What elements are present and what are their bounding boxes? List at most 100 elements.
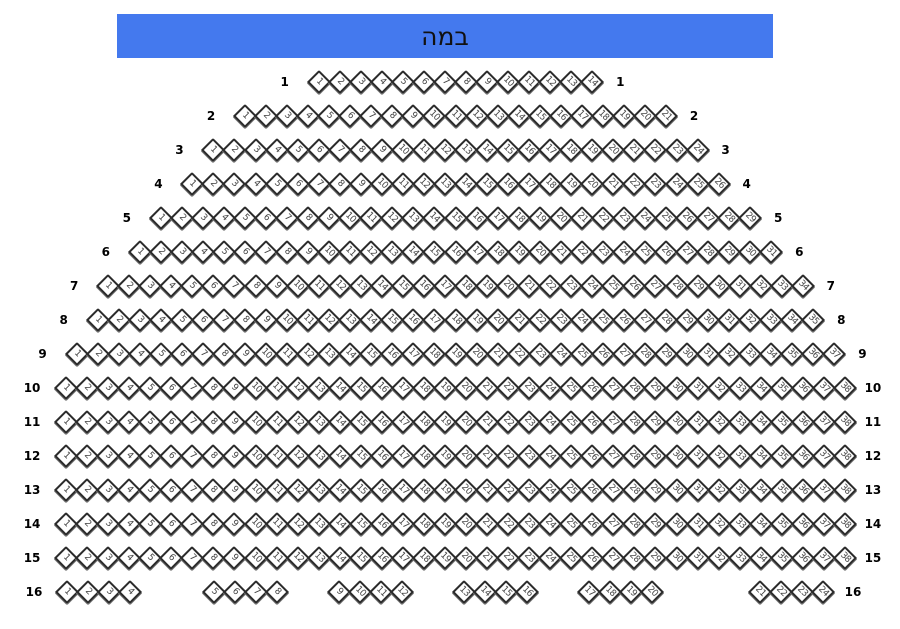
seat[interactable]: 23 [664,137,689,163]
seat[interactable]: 25 [685,171,710,197]
seat[interactable]: 29 [643,443,668,469]
seat[interactable]: 11 [264,409,289,435]
seat[interactable]: 11 [264,443,289,469]
seat-number: 30 [680,346,695,361]
seat[interactable]: 20 [640,579,665,605]
seat[interactable]: 4 [243,171,268,197]
seat[interactable]: 9 [222,477,247,503]
seat[interactable]: 2 [222,137,247,163]
seat[interactable]: 9 [222,409,247,435]
seat[interactable]: 17 [422,307,447,333]
seat[interactable]: 29 [643,375,668,401]
seat[interactable]: 38 [832,545,857,571]
seat[interactable]: 8 [243,273,268,299]
seat[interactable]: 35 [801,307,826,333]
seat[interactable]: 4 [118,579,143,605]
seat-number: 7 [261,246,272,258]
seat[interactable]: 31 [685,477,710,503]
seat[interactable]: 20 [464,341,489,367]
seat[interactable]: 16 [443,239,468,265]
seat[interactable]: 10 [243,511,268,537]
seat-number: 10 [280,312,295,327]
seat[interactable]: 37 [822,341,847,367]
seat[interactable]: 19 [464,307,489,333]
seat[interactable]: 24 [811,579,836,605]
seat[interactable]: 12 [390,579,415,605]
seat[interactable]: 23 [643,171,668,197]
seat[interactable]: 38 [832,375,857,401]
seat[interactable]: 18 [443,307,468,333]
seat[interactable]: 15 [443,205,468,231]
seat[interactable]: 14 [580,69,605,95]
seat[interactable]: 29 [643,477,668,503]
seat[interactable]: 9 [222,545,247,571]
seat[interactable]: 29 [643,545,668,571]
seat-number: 20 [606,142,621,157]
seat[interactable]: 10 [243,375,268,401]
seat[interactable]: 38 [832,477,857,503]
seat[interactable]: 31 [685,443,710,469]
seat[interactable]: 10 [422,103,447,129]
seat-number: 14 [374,278,390,293]
row-label-right: 7 [826,279,835,293]
seat[interactable]: 4 [264,137,289,163]
seat[interactable]: 29 [643,409,668,435]
seat[interactable]: 38 [832,511,857,537]
seat[interactable]: 16 [515,579,540,605]
seat[interactable]: 16 [464,205,489,231]
seat[interactable]: 10 [243,443,268,469]
seat[interactable]: 24 [664,171,689,197]
seat-number: 10 [290,278,306,293]
seat[interactable]: 30 [664,545,689,571]
seat[interactable]: 30 [664,443,689,469]
seat[interactable]: 8 [265,579,290,605]
seat[interactable]: 12 [464,103,489,129]
seat[interactable]: 30 [664,409,689,435]
seat[interactable]: 10 [243,477,268,503]
seat[interactable]: 7 [222,273,247,299]
seat[interactable]: 10 [243,409,268,435]
seat[interactable]: 19 [443,341,468,367]
seat[interactable]: 26 [706,171,731,197]
seat[interactable]: 29 [685,273,710,299]
seat[interactable]: 29 [643,511,668,537]
seat[interactable]: 38 [832,443,857,469]
seat-number: 3 [197,212,209,224]
seat[interactable]: 24 [685,137,710,163]
seat[interactable]: 34 [790,273,815,299]
seat-number: 20 [490,312,506,327]
seat[interactable]: 28 [664,273,689,299]
seat[interactable]: 29 [738,205,763,231]
seat[interactable]: 17 [464,239,489,265]
seat[interactable]: 11 [264,545,289,571]
seat[interactable]: 22 [643,137,668,163]
seat[interactable]: 31 [685,409,710,435]
seat-number: 10 [248,516,264,531]
seat[interactable]: 18 [422,341,447,367]
seat[interactable]: 9 [264,273,289,299]
seat[interactable]: 11 [264,511,289,537]
seat[interactable]: 10 [243,545,268,571]
seat[interactable]: 9 [222,375,247,401]
seat[interactable]: 38 [832,409,857,435]
seat[interactable]: 5 [264,171,289,197]
seat[interactable]: 31 [685,511,710,537]
seat[interactable]: 27 [643,273,668,299]
seat[interactable]: 30 [664,511,689,537]
seat[interactable]: 31 [685,545,710,571]
seat[interactable]: 11 [264,477,289,503]
seat[interactable]: 21 [653,103,679,129]
seat[interactable]: 11 [443,103,468,129]
seat[interactable]: 3 [222,171,247,197]
seat[interactable]: 30 [664,477,689,503]
seat-number: 16 [417,278,432,293]
seat[interactable]: 31 [759,239,784,265]
seat[interactable]: 11 [264,375,289,401]
seat[interactable]: 9 [222,443,247,469]
seat[interactable]: 15 [422,239,447,265]
seat[interactable]: 3 [243,137,268,163]
seat[interactable]: 9 [222,511,247,537]
seat[interactable]: 31 [685,375,710,401]
seat[interactable]: 14 [422,205,447,231]
seat[interactable]: 30 [664,375,689,401]
